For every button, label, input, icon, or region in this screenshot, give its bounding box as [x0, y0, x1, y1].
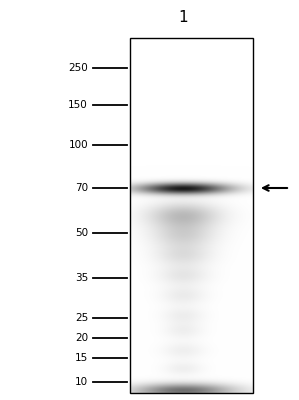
Text: 10: 10 [75, 377, 88, 387]
Text: 50: 50 [75, 228, 88, 238]
Text: 1: 1 [178, 10, 188, 26]
Text: 250: 250 [68, 63, 88, 73]
Text: 100: 100 [68, 140, 88, 150]
Text: 70: 70 [75, 183, 88, 193]
Bar [130, 38, 253, 393]
Text: 20: 20 [75, 333, 88, 343]
Text: 15: 15 [75, 353, 88, 363]
Text: 25: 25 [75, 313, 88, 323]
Text: 150: 150 [68, 100, 88, 110]
Text: 35: 35 [75, 273, 88, 283]
